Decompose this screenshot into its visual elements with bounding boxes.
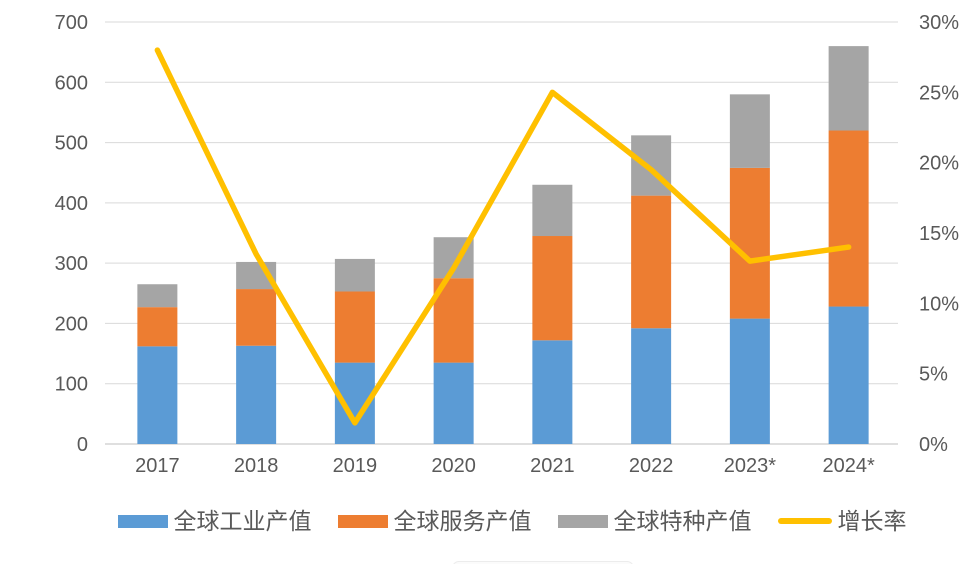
bar-segment-service-2021 [532, 236, 573, 341]
bar-segment-industrial-2021 [532, 340, 573, 444]
legend-item-special-output: 全球特种产值 [557, 507, 752, 534]
left-axis-label-300: 300 [55, 253, 88, 275]
x-axis-label-2022: 2022 [629, 455, 674, 477]
x-axis-label-2020: 2020 [431, 455, 476, 477]
x-axis-label-2024: 2024* [822, 455, 874, 477]
bar-segment-industrial-2018 [236, 345, 277, 444]
right-axis-label-0pct: 0% [919, 434, 948, 456]
right-axis-label-10pct: 10% [919, 293, 959, 315]
bar-segment-special-2022 [631, 135, 672, 196]
right-axis-label-30pct: 30% [919, 12, 959, 34]
right-axis-label-5pct: 5% [919, 364, 948, 386]
bar-segment-industrial-2023 [729, 318, 770, 444]
x-axis-label-2017: 2017 [135, 455, 180, 477]
bar-segment-industrial-2022 [631, 328, 672, 444]
legend-swatch-industrial [117, 514, 168, 528]
bar-segment-special-2017 [137, 284, 178, 308]
left-axis-label-600: 600 [55, 72, 88, 94]
right-axis-label-15pct: 15% [919, 223, 959, 245]
bar-segment-service-2017 [137, 307, 178, 347]
legend-line-swatch-growth-rate [777, 518, 832, 524]
left-axis-label-0: 0 [77, 434, 88, 456]
legend-swatch-special [557, 514, 608, 528]
left-axis-label-500: 500 [55, 133, 88, 155]
legend-swatch-service [337, 514, 388, 528]
x-axis-label-2019: 2019 [333, 455, 378, 477]
right-axis-label-25pct: 25% [919, 82, 959, 104]
growth-rate-line [154, 47, 852, 426]
bar-segment-special-2019 [334, 258, 375, 292]
bar-segment-service-2023 [729, 167, 770, 319]
left-axis-label-200: 200 [55, 313, 88, 335]
bar-segment-industrial-2024 [828, 306, 869, 444]
bar-segment-service-2019 [334, 291, 375, 363]
bar-segment-service-2018 [236, 289, 277, 346]
left-axis-label-700: 700 [55, 12, 88, 34]
legend-label-growth-rate: 增长率 [837, 507, 907, 534]
combo-chart-plot: 0 100 200 300 400 500 600 700 0% 5% 10% 15% 20% 25% 30… [55, 12, 960, 477]
bar-segment-special-2021 [532, 184, 573, 237]
bar-segment-service-2022 [631, 195, 672, 329]
left-axis-label-400: 400 [55, 193, 88, 215]
legend-item-industrial-output: 全球工业产值 [117, 507, 312, 534]
x-axis-label-2021: 2021 [530, 455, 575, 477]
left-axis-label-100: 100 [55, 374, 88, 396]
bar-segment-industrial-2020 [433, 362, 474, 444]
bar-segment-industrial-2017 [137, 346, 178, 444]
bar-segment-service-2024 [828, 130, 869, 307]
x-axis-label-2018: 2018 [234, 455, 279, 477]
legend-item-growth-rate: 增长率 [777, 507, 907, 534]
legend-label-service: 全球服务产值 [393, 507, 532, 534]
bar-segment-special-2023 [729, 94, 770, 168]
legend-label-industrial: 全球工业产值 [173, 507, 312, 534]
legend-label-special: 全球特种产值 [613, 507, 752, 534]
x-axis-label-2023: 2023* [724, 455, 776, 477]
right-axis-label-20pct: 20% [919, 153, 959, 175]
bar-segment-special-2024 [828, 46, 869, 131]
legend-item-service-output: 全球服务产值 [337, 507, 532, 534]
legend: 全球工业产值 全球服务产值 全球特种产值 增长率 [0, 504, 970, 538]
